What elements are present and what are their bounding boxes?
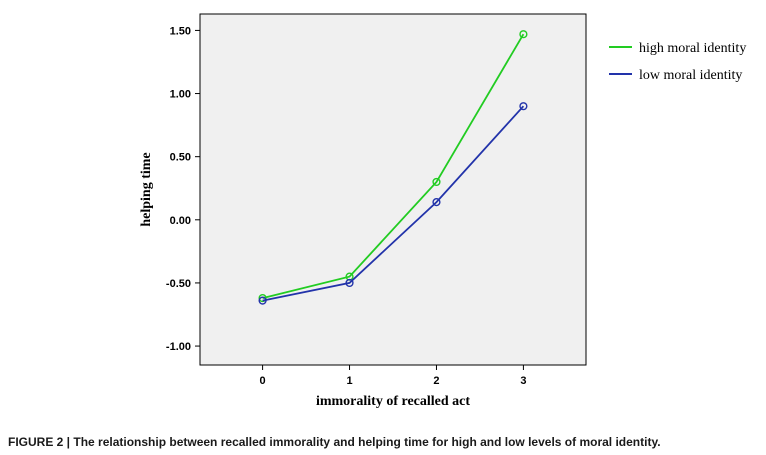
x-tick-label: 2 xyxy=(433,375,439,387)
y-tick-label: -0.50 xyxy=(166,278,191,290)
series-line-high-moral-identity xyxy=(262,33,525,299)
legend-label: low moral identity xyxy=(639,68,742,83)
data-point-high-moral-identity xyxy=(519,30,528,39)
series-line-low-moral-identity xyxy=(262,105,525,302)
data-point-high-moral-identity xyxy=(258,293,267,303)
data-point-low-moral-identity xyxy=(345,278,354,288)
x-axis-title: immorality of recalled act xyxy=(316,394,470,409)
x-axis: 0 1 2 3 xyxy=(260,365,526,387)
plot-area xyxy=(199,13,587,366)
x-tick-label: 0 xyxy=(260,375,266,387)
y-tick-label: -1.00 xyxy=(166,341,191,353)
data-point-high-moral-identity xyxy=(432,177,441,187)
figure-caption: FIGURE 2 | The relationship between reca… xyxy=(8,435,661,449)
data-point-low-moral-identity xyxy=(258,296,267,305)
y-tick-label: 1.50 xyxy=(170,25,191,37)
legend: high moral identity low moral identity xyxy=(609,41,746,83)
legend-label: high moral identity xyxy=(639,41,746,56)
x-tick-label: 1 xyxy=(346,375,352,387)
y-axis: 1.50 1.00 0.50 0.00 -0.50 -1.00 xyxy=(166,25,200,353)
data-point-low-moral-identity xyxy=(432,198,441,207)
y-tick-label: 0.50 xyxy=(170,152,191,164)
series-layer xyxy=(258,30,528,305)
y-axis-title: helping time xyxy=(139,152,154,226)
x-tick-label: 3 xyxy=(520,375,526,387)
y-tick-label: 1.00 xyxy=(170,89,191,101)
data-point-low-moral-identity xyxy=(519,102,528,111)
y-tick-label: 0.00 xyxy=(170,215,191,227)
